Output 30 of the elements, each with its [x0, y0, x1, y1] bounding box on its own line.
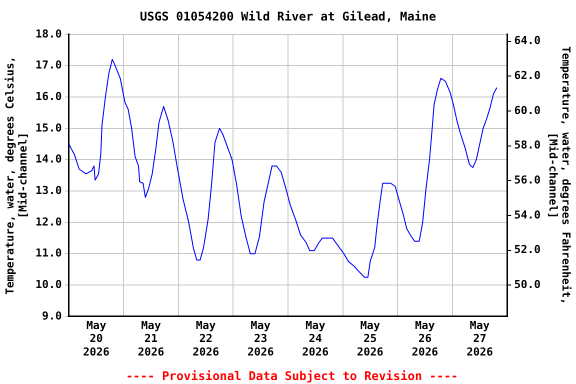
y2-tick-label: 52.0 [514, 243, 541, 256]
y2-tick-label: 64.0 [514, 34, 541, 48]
x-tick-label: May 26 2026 [412, 318, 439, 358]
y-tick-label: 13.0 [35, 184, 62, 197]
y2-tick-label: 54.0 [514, 208, 541, 222]
y2-tick-label: 62.0 [514, 69, 541, 82]
y-tick-label: 9.0 [42, 309, 62, 322]
x-tick-label: May 22 2026 [192, 318, 220, 358]
y2-tick-label: 50.0 [514, 278, 541, 291]
x-tick-label: May 25 2026 [356, 318, 384, 358]
y-tick-label: 16.0 [35, 90, 62, 103]
y2-axis-title: Temperature, water, degrees Fahrenheit, [Mid-channel] [546, 46, 573, 305]
x-tick-label: May 23 2026 [247, 318, 274, 358]
x-tick-label: May 20 2026 [83, 318, 110, 358]
y-tick-label: 17.0 [35, 58, 62, 72]
chart-title: USGS 01054200 Wild River at Gilead, Maine [140, 9, 436, 24]
y-tick-label: 18.0 [35, 27, 62, 40]
y-tick-label: 12.0 [35, 215, 62, 228]
y2-tick-label: 58.0 [514, 138, 541, 152]
x-tick-label: May 24 2026 [302, 318, 330, 358]
y-tick-label: 14.0 [35, 152, 62, 166]
y-tick-label: 15.0 [35, 121, 62, 134]
x-tick-label: May 21 2026 [138, 318, 165, 358]
text: ---- Provisional Data Subject to Revision ---- [126, 369, 458, 383]
x-tick-label: May 27 2026 [466, 318, 494, 358]
y-tick-label: 10.0 [35, 278, 62, 291]
y2-tick-label: 56.0 [514, 173, 541, 186]
y-axis-title: Temperature, water, degrees Celsius, [Mid-channel] [3, 56, 30, 295]
y-tick-label: 11.0 [35, 246, 62, 260]
y2-tick-label: 60.0 [514, 104, 541, 117]
